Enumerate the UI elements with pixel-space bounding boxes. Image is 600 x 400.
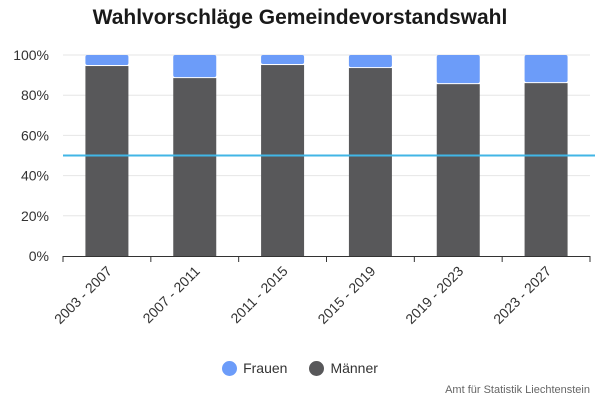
bar-frauen[interactable] <box>436 55 480 84</box>
bar-maenner[interactable] <box>524 83 568 256</box>
y-tick-label: 100% <box>13 47 49 63</box>
bar-maenner[interactable] <box>85 66 129 257</box>
bar-frauen[interactable] <box>524 55 568 83</box>
bar-frauen[interactable] <box>348 55 392 68</box>
x-tick-label: 2003 - 2007 <box>51 263 115 327</box>
x-tick-label: 2011 - 2015 <box>227 263 291 327</box>
credits[interactable]: Amt für Statistik Liechtenstein <box>445 384 590 396</box>
bar-frauen[interactable] <box>261 55 305 65</box>
bar-frauen[interactable] <box>173 55 217 78</box>
legend-label-frauen: Frauen <box>243 360 288 376</box>
legend-swatch-maenner <box>309 360 325 376</box>
y-tick-label: 60% <box>21 127 49 143</box>
x-tick-label: 2019 - 2023 <box>402 263 466 327</box>
legend: Frauen Männer <box>0 360 600 376</box>
x-tick-label: 2015 - 2019 <box>314 263 378 327</box>
bar-maenner[interactable] <box>348 68 392 256</box>
legend-item-maenner[interactable]: Männer <box>309 360 378 376</box>
legend-swatch-frauen <box>222 360 238 376</box>
x-tick-label: 2007 - 2011 <box>139 263 203 327</box>
legend-item-frauen[interactable]: Frauen <box>222 360 287 376</box>
y-tick-label: 0% <box>29 248 49 264</box>
bar-frauen[interactable] <box>85 55 129 66</box>
x-tick-label: 2023 - 2027 <box>490 263 554 327</box>
chart-title: Wahlvorschläge Gemeindevorstandswahl <box>92 6 508 29</box>
bars[interactable] <box>85 55 568 257</box>
legend-label-maenner: Männer <box>330 360 378 376</box>
y-tick-label: 20% <box>21 208 49 224</box>
bar-maenner[interactable] <box>173 78 217 257</box>
y-tick-label: 40% <box>21 168 49 184</box>
y-tick-label: 80% <box>21 87 49 103</box>
gridlines <box>63 54 590 217</box>
bar-maenner[interactable] <box>261 65 305 256</box>
bar-maenner[interactable] <box>436 84 480 257</box>
